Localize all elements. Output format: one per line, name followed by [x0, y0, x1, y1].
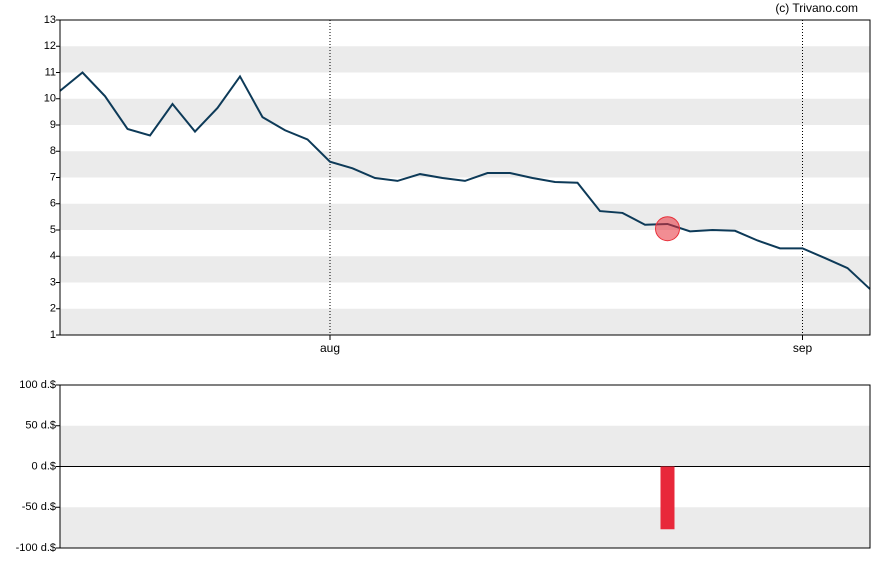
- y-tick-label: 6: [50, 198, 56, 210]
- y-tick-label: 1: [50, 329, 56, 341]
- y-tick-label: 100 d.$: [19, 379, 56, 391]
- grid-band: [60, 46, 870, 73]
- grid-band: [60, 151, 870, 178]
- grid-band: [60, 203, 870, 230]
- y-tick-label: 13: [44, 14, 56, 26]
- grid-band: [60, 308, 870, 335]
- price-line: [59, 71, 871, 290]
- y-tick-label: 5: [50, 224, 56, 236]
- plot-frame: [59, 19, 871, 336]
- x-tick-label: aug: [320, 341, 340, 355]
- grid-band: [60, 425, 870, 467]
- y-tick-label: -50 d.$: [22, 501, 56, 513]
- y-tick-label: 8: [50, 145, 56, 157]
- highlight-marker: [655, 216, 680, 242]
- y-tick-label: 2: [50, 303, 56, 315]
- watermark: (c) Trivano.com: [775, 1, 858, 15]
- x-tick-label: sep: [793, 341, 813, 355]
- y-tick-label: 50 d.$: [25, 420, 56, 432]
- y-tick-label: -100 d.$: [16, 542, 56, 554]
- y-tick-label: 10: [44, 93, 56, 105]
- grid-band: [60, 98, 870, 125]
- plot-frame: [59, 384, 871, 549]
- y-tick-label: 9: [50, 119, 56, 131]
- y-tick-label: 3: [50, 276, 56, 288]
- y-tick-label: 4: [50, 250, 56, 262]
- grid-band: [60, 507, 870, 548]
- grid-band: [60, 256, 870, 283]
- bar: [660, 466, 675, 530]
- y-tick-label: 11: [45, 66, 56, 78]
- y-tick-label: 7: [50, 171, 56, 183]
- y-tick-label: 12: [44, 40, 56, 52]
- y-tick-label: 0 d.$: [32, 460, 56, 472]
